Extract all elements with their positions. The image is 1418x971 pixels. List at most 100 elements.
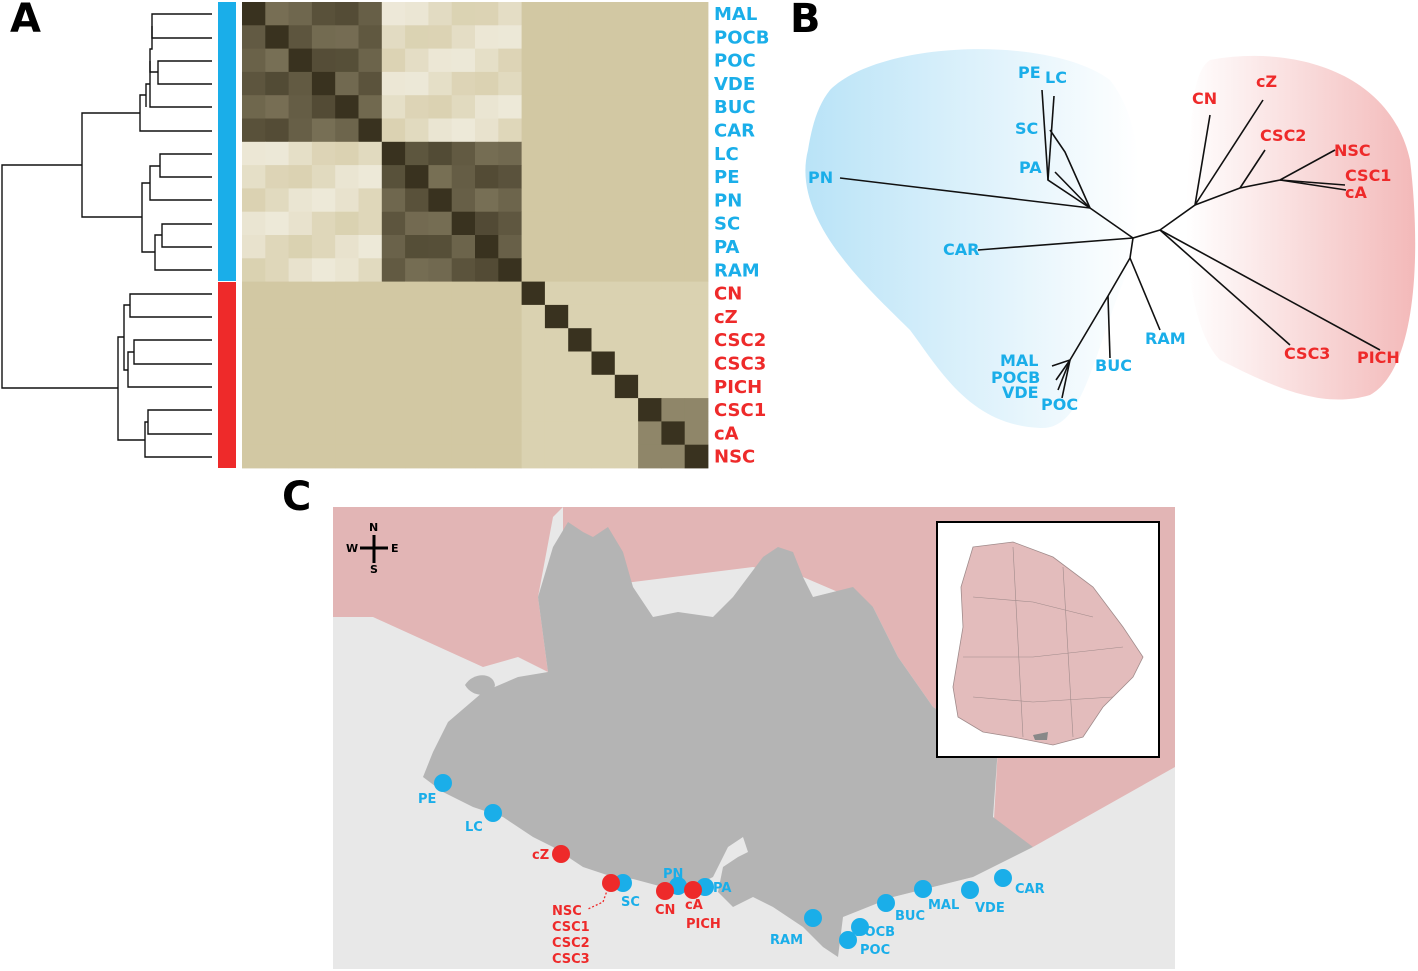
tree-labels: PE LC SC PA PN CAR RAM BUC MAL POCB VDE … (808, 63, 1400, 414)
cluster-label-csc3: CSC3 (552, 952, 590, 967)
heatmap-cell (335, 118, 359, 143)
heatmap-cell (498, 211, 522, 236)
heatmap-cell (428, 188, 453, 213)
heatmap-cell (381, 421, 406, 446)
heatmap-cell (428, 25, 453, 49)
heatmap-cell (381, 374, 406, 399)
heatmap-cell (638, 444, 662, 469)
heatmap-cell (475, 95, 499, 119)
heatmap-cell (498, 71, 522, 96)
heatmap-cell (498, 328, 522, 352)
cluster-labels: NSC CSC1 CSC2 CSC3 (552, 904, 590, 967)
heatmap-cell (591, 71, 616, 96)
heatmap-cell (568, 235, 592, 259)
heatmap-cell (405, 444, 429, 469)
tree-tip-csc3: CSC3 (1284, 344, 1330, 363)
heatmap-cell (311, 398, 336, 422)
heatmap-cell (242, 304, 266, 329)
heatmap-cell (358, 2, 383, 26)
heatmap-cell (568, 211, 592, 236)
heatmap-cell (544, 304, 569, 329)
heatmap-cell (684, 374, 709, 399)
heatmap-cell (568, 165, 592, 189)
heatmap-cell (521, 95, 546, 119)
heatmap-cell (242, 398, 266, 422)
heatmap-cell (242, 374, 266, 399)
heatmap-cell (335, 25, 359, 49)
heatmap-cell (311, 211, 336, 236)
heatmap-cell (311, 304, 336, 329)
heatmap-cell (521, 48, 546, 73)
heatmap-cell (521, 235, 546, 259)
heatmap-cell (521, 141, 546, 166)
heatmap-cell (475, 71, 499, 96)
heatmap-cell (242, 71, 266, 96)
heatmap-cell (661, 444, 686, 469)
heatmap-cell (288, 374, 313, 399)
heatmap-cell (311, 95, 336, 119)
site-marker-csc-cluster (602, 874, 620, 892)
heatmap-cell (428, 258, 453, 282)
heatmap-cell (475, 281, 499, 306)
heatmap-cell (544, 25, 569, 49)
heatmap-cell (451, 398, 476, 422)
heatmap-cell (405, 71, 429, 96)
heatmap-cell (591, 95, 616, 119)
heatmap-cell (451, 235, 476, 259)
heatmap-cell (451, 328, 476, 352)
site-label-lc: LC (465, 820, 483, 835)
heatmap-cell (311, 235, 336, 259)
heatmap-cell (358, 211, 383, 236)
heatmap-cell (381, 165, 406, 189)
heatmap-cell (544, 281, 569, 306)
heatmap-row-label: PA (714, 237, 740, 258)
heatmap-row-label: VDE (714, 74, 755, 95)
heatmap-cell (568, 351, 592, 376)
heatmap-cell (475, 165, 499, 189)
heatmap-cell (498, 25, 522, 49)
heatmap-cell (638, 188, 662, 213)
heatmap-cell (591, 374, 616, 399)
heatmap-cell (242, 444, 266, 469)
heatmap-cell (358, 95, 383, 119)
heatmap-cell (591, 235, 616, 259)
heatmap-cell (311, 188, 336, 213)
heatmap-cell (358, 141, 383, 166)
heatmap-cell (381, 141, 406, 166)
heatmap-cell (265, 25, 289, 49)
heatmap-cell (405, 2, 429, 26)
tree-tip-car: CAR (943, 240, 979, 259)
site-label-cz: cZ (532, 848, 549, 863)
heatmap-cell (521, 25, 546, 49)
heatmap-cell (614, 444, 639, 469)
heatmap-cell (661, 95, 686, 119)
heatmap-cell (288, 211, 313, 236)
heatmap-row-label: BUC (714, 97, 756, 118)
heatmap-cell (265, 444, 289, 469)
heatmap-cell (311, 165, 336, 189)
heatmap-cell (428, 211, 453, 236)
heatmap-cell (684, 48, 709, 73)
site-label-ca: cA (685, 898, 703, 913)
heatmap-cell (614, 25, 639, 49)
heatmap-cell (451, 48, 476, 73)
cluster-label-csc1: CSC1 (552, 920, 590, 935)
tree-tip-pich: PICH (1357, 348, 1400, 367)
compass-n: N (369, 521, 378, 534)
site-label-cn: CN (655, 903, 675, 918)
heatmap-cell (544, 141, 569, 166)
heatmap-cell (614, 95, 639, 119)
heatmap-cell (661, 25, 686, 49)
heatmap-cell (451, 71, 476, 96)
heatmap-cell (242, 258, 266, 282)
heatmap-cell (265, 118, 289, 143)
heatmap-cell (381, 118, 406, 143)
heatmap-cell (451, 118, 476, 143)
heatmap-cell (638, 304, 662, 329)
heatmap-cell (638, 25, 662, 49)
heatmap-cell (381, 235, 406, 259)
heatmap-cell (381, 444, 406, 469)
heatmap-cell (498, 48, 522, 73)
heatmap-cell (591, 118, 616, 143)
heatmap-cell (428, 2, 453, 26)
